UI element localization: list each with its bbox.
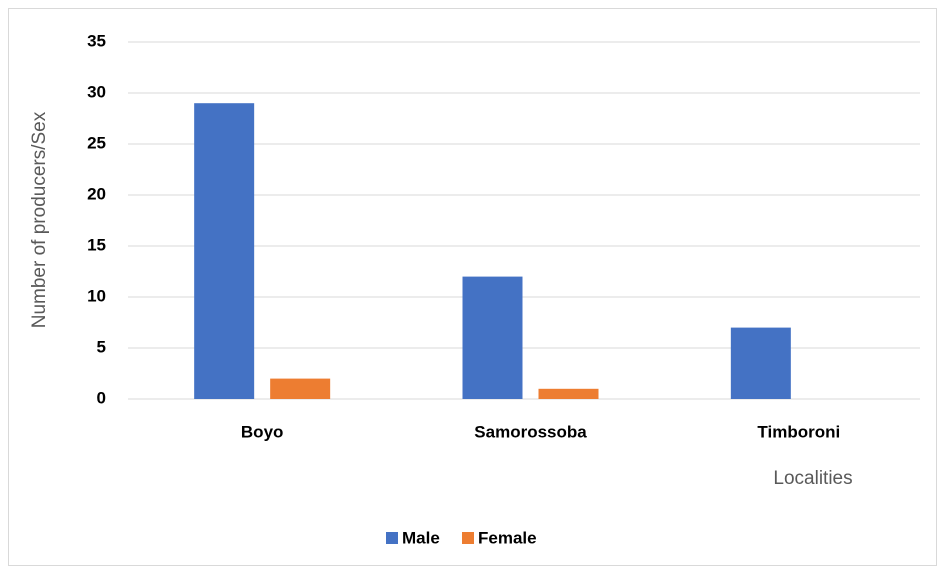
y-tick-label: 20 [87,184,106,203]
x-tick-label: Samorossoba [474,422,587,441]
legend-swatch [462,532,474,544]
y-tick-label: 25 [87,133,106,152]
y-tick-label: 0 [97,388,106,407]
y-tick-label: 30 [87,82,106,101]
x-tick-label: Boyo [241,422,284,441]
y-tick-label: 5 [97,337,106,356]
legend-label: Male [402,528,440,547]
y-axis-title: Number of producers/Sex [29,111,50,328]
legend-swatch [386,532,398,544]
y-tick-label: 10 [87,286,106,305]
y-tick-label: 15 [87,235,106,254]
bar [270,378,331,399]
x-tick-label: Timboroni [757,422,840,441]
bar [194,103,255,399]
legend-label: Female [478,528,537,547]
bar [538,388,599,399]
bar [730,327,791,399]
bar [462,276,523,399]
y-tick-label: 35 [87,31,106,50]
x-axis-title: Localities [773,468,852,489]
